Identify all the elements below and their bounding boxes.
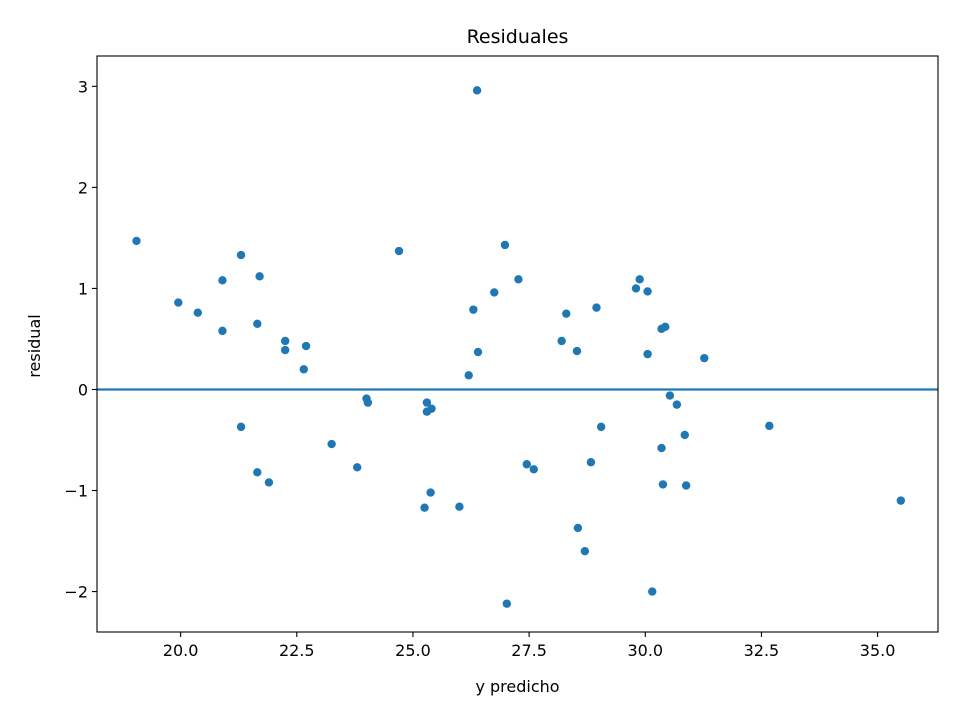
data-point-0: [132, 236, 141, 246]
data-point-35: [529, 465, 538, 474]
data-point-41: [586, 458, 596, 467]
data-point-20: [420, 503, 429, 512]
data-point-57: [700, 353, 709, 363]
data-point-36: [557, 336, 566, 346]
data-point-54: [672, 400, 682, 409]
x-axis-label: y predicho: [475, 677, 559, 696]
data-point-18: [363, 398, 373, 407]
plot-area: 20.0 22.5 25.0 27.5 30.0 32.5 35.0 −2 −1 0 1 2 3: [64, 55, 939, 660]
data-point-43: [596, 422, 606, 432]
data-point-34: [522, 460, 531, 469]
data-point-45: [635, 275, 644, 284]
data-point-24: [426, 488, 435, 497]
data-point-50: [657, 443, 666, 453]
data-point-48: [648, 587, 657, 596]
data-point-44: [631, 284, 641, 293]
data-point-25: [455, 502, 464, 511]
data-point-53: [665, 391, 675, 400]
axes-frame: [96, 55, 939, 633]
data-point-56: [681, 481, 691, 490]
y-axis-label: residual: [25, 314, 44, 377]
data-point-9: [255, 272, 264, 281]
data-point-14: [301, 341, 311, 351]
x-tick-label-1: 22.5: [279, 641, 315, 660]
data-point-7: [253, 319, 262, 328]
x-tick-label-0: 20.0: [163, 641, 199, 660]
data-point-59: [896, 496, 906, 505]
data-point-10: [264, 478, 274, 487]
data-point-28: [472, 86, 482, 95]
data-point-16: [352, 463, 362, 472]
data-point-52: [661, 322, 670, 332]
data-point-31: [500, 240, 510, 250]
data-point-58: [765, 421, 774, 431]
data-point-8: [253, 468, 262, 477]
data-point-4: [218, 326, 227, 336]
y-tick-label-3: 1: [78, 279, 88, 298]
chart-title: Residuales: [467, 26, 569, 48]
data-point-42: [592, 303, 601, 312]
data-point-39: [573, 523, 583, 533]
x-tick-label-2: 25.0: [395, 641, 431, 660]
data-point-21: [422, 398, 432, 407]
data-point-37: [562, 309, 571, 318]
data-point-19: [394, 246, 404, 256]
data-point-26: [464, 371, 473, 380]
y-tick-label-4: 2: [78, 178, 88, 197]
data-point-47: [643, 349, 652, 359]
data-point-2: [193, 308, 203, 317]
x-tick-label-3: 27.5: [511, 641, 547, 660]
data-point-30: [490, 288, 499, 297]
data-point-51: [658, 480, 668, 489]
data-point-55: [680, 430, 689, 440]
data-point-23: [427, 404, 436, 413]
x-tick-label-5: 32.5: [744, 641, 780, 660]
y-tick-label-2: 0: [78, 380, 88, 399]
y-tick-label-1: −1: [64, 482, 88, 501]
data-point-15: [327, 439, 336, 449]
x-tick-label-4: 30.0: [627, 641, 663, 660]
data-point-40: [580, 546, 590, 556]
data-point-33: [514, 275, 523, 284]
data-point-1: [174, 298, 183, 307]
y-tick-label-5: 3: [78, 77, 88, 96]
data-point-27: [469, 305, 478, 314]
data-point-32: [502, 599, 512, 608]
data-point-5: [236, 250, 246, 260]
x-tick-label-6: 35.0: [860, 641, 896, 660]
data-point-12: [280, 345, 290, 355]
data-point-11: [280, 336, 290, 346]
data-point-38: [572, 346, 582, 356]
data-point-13: [299, 365, 308, 374]
data-point-29: [473, 347, 483, 357]
data-point-6: [236, 422, 246, 432]
data-point-46: [643, 287, 652, 296]
y-tick-label-0: −2: [64, 583, 88, 602]
data-point-3: [218, 276, 227, 285]
